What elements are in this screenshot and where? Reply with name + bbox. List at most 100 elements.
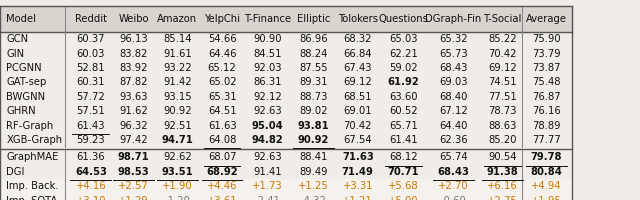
Text: 67.54: 67.54 (344, 135, 372, 145)
Text: 70.71: 70.71 (387, 167, 419, 177)
Text: RF-Graph: RF-Graph (6, 121, 54, 131)
Text: T-Social: T-Social (483, 14, 522, 24)
Text: -4.32: -4.32 (301, 196, 326, 200)
Text: 65.73: 65.73 (439, 49, 468, 59)
Text: 64.46: 64.46 (208, 49, 236, 59)
Text: +4.94: +4.94 (531, 181, 562, 191)
Text: 67.43: 67.43 (344, 63, 372, 73)
Text: 57.51: 57.51 (77, 106, 105, 116)
Text: 73.79: 73.79 (532, 49, 561, 59)
Text: 69.03: 69.03 (439, 77, 468, 87)
Text: 93.22: 93.22 (163, 63, 191, 73)
Text: 62.36: 62.36 (439, 135, 468, 145)
Text: 97.42: 97.42 (119, 135, 148, 145)
Text: 59.23: 59.23 (77, 135, 105, 145)
Text: 89.02: 89.02 (300, 106, 328, 116)
Text: 68.32: 68.32 (344, 34, 372, 44)
Bar (0, 6, 572, 32)
Text: 92.51: 92.51 (163, 121, 191, 131)
Text: 61.43: 61.43 (77, 121, 105, 131)
Text: GAT-sep: GAT-sep (6, 77, 47, 87)
Text: 60.52: 60.52 (389, 106, 417, 116)
Text: GIN: GIN (6, 49, 24, 59)
Text: 93.15: 93.15 (163, 92, 191, 102)
Text: 94.71: 94.71 (161, 135, 193, 145)
Text: 92.03: 92.03 (253, 63, 282, 73)
Text: +5.00: +5.00 (388, 196, 419, 200)
Text: 66.84: 66.84 (344, 49, 372, 59)
Text: 65.12: 65.12 (208, 63, 236, 73)
Text: 83.92: 83.92 (119, 63, 148, 73)
Text: T-Finance: T-Finance (244, 14, 291, 24)
Text: 93.51: 93.51 (161, 167, 193, 177)
Text: 74.51: 74.51 (488, 77, 516, 87)
Text: 92.63: 92.63 (253, 152, 282, 162)
Text: -1.20: -1.20 (164, 196, 190, 200)
Text: 77.51: 77.51 (488, 92, 516, 102)
Text: 60.03: 60.03 (77, 49, 105, 59)
Text: +3.61: +3.61 (207, 196, 237, 200)
Text: 80.84: 80.84 (531, 167, 563, 177)
Text: 65.02: 65.02 (208, 77, 236, 87)
Text: 63.60: 63.60 (389, 92, 417, 102)
Text: +1.21: +1.21 (342, 196, 373, 200)
Text: +1.73: +1.73 (252, 181, 283, 191)
Text: 85.22: 85.22 (488, 34, 516, 44)
Text: 68.92: 68.92 (206, 167, 238, 177)
Text: 75.48: 75.48 (532, 77, 561, 87)
Text: +4.16: +4.16 (76, 181, 106, 191)
Text: 57.72: 57.72 (77, 92, 105, 102)
Text: 59.02: 59.02 (389, 63, 417, 73)
Text: Reddit: Reddit (75, 14, 107, 24)
Text: +2.57: +2.57 (118, 181, 149, 191)
Text: 70.42: 70.42 (488, 49, 516, 59)
Bar (0, 193, 572, 200)
Text: 60.31: 60.31 (77, 77, 105, 87)
Text: 61.41: 61.41 (389, 135, 417, 145)
Text: PCGNN: PCGNN (6, 63, 42, 73)
Text: Elliptic: Elliptic (297, 14, 330, 24)
Text: Average: Average (526, 14, 567, 24)
Text: 87.55: 87.55 (300, 63, 328, 73)
Text: 84.51: 84.51 (253, 49, 282, 59)
Text: 69.12: 69.12 (344, 77, 372, 87)
Text: +3.10: +3.10 (76, 196, 106, 200)
Text: 68.43: 68.43 (439, 63, 468, 73)
Text: Questions: Questions (378, 14, 428, 24)
Text: 95.04: 95.04 (252, 121, 284, 131)
Text: 85.14: 85.14 (163, 34, 191, 44)
Text: 61.36: 61.36 (77, 152, 105, 162)
Text: 88.63: 88.63 (488, 121, 516, 131)
Text: +2.70: +2.70 (438, 181, 468, 191)
Text: GHRN: GHRN (6, 106, 36, 116)
Text: 77.77: 77.77 (532, 135, 561, 145)
Text: 76.16: 76.16 (532, 106, 561, 116)
Text: -2.41: -2.41 (255, 196, 280, 200)
Text: 71.63: 71.63 (342, 152, 374, 162)
Text: 60.37: 60.37 (77, 34, 105, 44)
Text: XGB-Graph: XGB-Graph (6, 135, 63, 145)
Text: 65.32: 65.32 (439, 34, 468, 44)
Text: 87.82: 87.82 (119, 77, 148, 87)
Text: BWGNN: BWGNN (6, 92, 45, 102)
Text: 64.51: 64.51 (208, 106, 236, 116)
Text: 91.61: 91.61 (163, 49, 191, 59)
Text: Imp. Back.: Imp. Back. (6, 181, 59, 191)
Text: 92.63: 92.63 (253, 106, 282, 116)
Text: 73.87: 73.87 (532, 63, 561, 73)
Text: 98.53: 98.53 (118, 167, 149, 177)
Text: 91.62: 91.62 (119, 106, 148, 116)
Text: 69.12: 69.12 (488, 63, 516, 73)
Text: Imp. SOTA: Imp. SOTA (6, 196, 58, 200)
Text: Amazon: Amazon (157, 14, 197, 24)
Text: 64.40: 64.40 (439, 121, 468, 131)
Text: Model: Model (6, 14, 36, 24)
Text: 68.51: 68.51 (344, 92, 372, 102)
Text: DGraph-Fin: DGraph-Fin (426, 14, 481, 24)
Text: -0.60: -0.60 (440, 196, 467, 200)
Text: 64.08: 64.08 (208, 135, 236, 145)
Text: 98.71: 98.71 (118, 152, 149, 162)
Text: 90.90: 90.90 (253, 34, 282, 44)
Bar (0, 179, 572, 193)
Text: 64.53: 64.53 (75, 167, 107, 177)
